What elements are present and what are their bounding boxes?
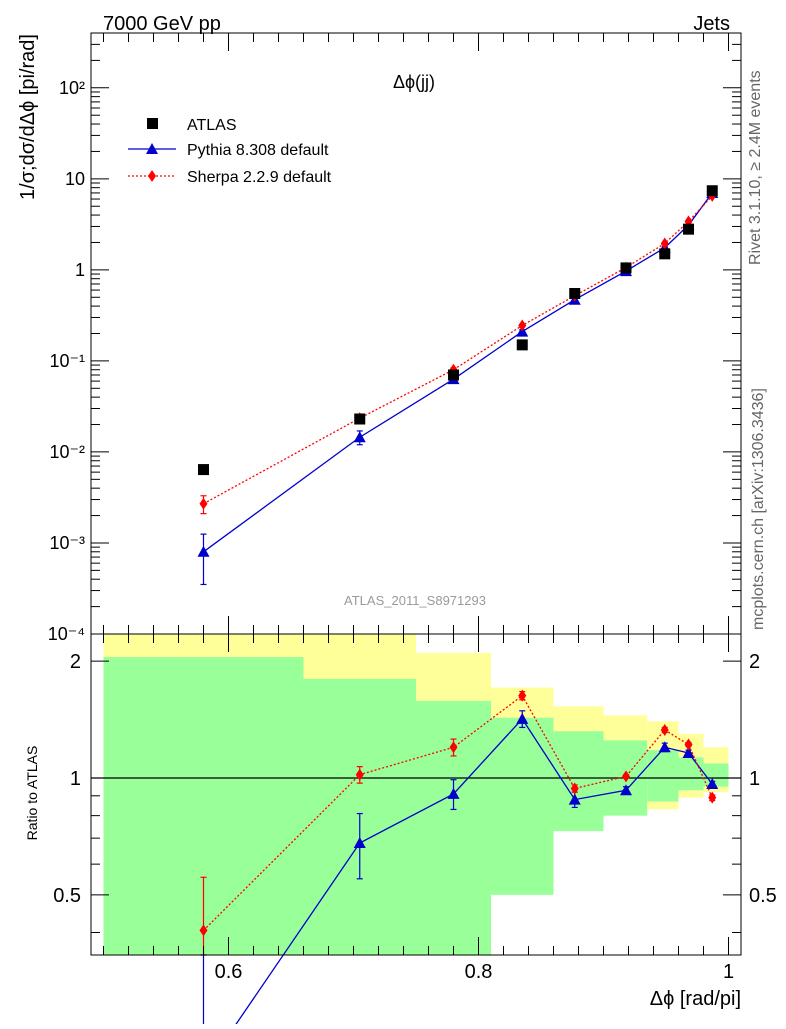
sherpa-point bbox=[518, 319, 527, 332]
ratio-sherpa-point bbox=[684, 738, 693, 751]
atlas-point bbox=[569, 288, 581, 300]
main-y-tick-label: 10² bbox=[59, 78, 85, 98]
ratio-pythia-point bbox=[620, 784, 632, 796]
ratio-y-tick-label-right: 1 bbox=[749, 768, 760, 790]
ratio-bands bbox=[103, 634, 729, 955]
ratio-pythia-point bbox=[516, 712, 529, 724]
ratio-y-tick-label-left: 2 bbox=[70, 651, 81, 673]
main-series bbox=[197, 185, 719, 586]
ratio-band-inner bbox=[491, 717, 554, 895]
ratio-panel-frame bbox=[90, 633, 742, 956]
x-ticks: 0.6 0.8 1 bbox=[103, 33, 734, 983]
main-y-tick-label: 10 bbox=[65, 169, 85, 189]
ratio-y-axis-label: Ratio to ATLAS bbox=[24, 746, 40, 841]
main-y-axis-label: 1/σ;dσ/dΔϕ [pi/rad] bbox=[17, 34, 39, 200]
ratio-pythia-point bbox=[353, 837, 366, 849]
ratio-sherpa-point bbox=[518, 689, 527, 702]
sherpa-point bbox=[660, 237, 669, 250]
atlas-point bbox=[448, 369, 459, 381]
main-panel: 10⁻⁴ 10⁻³ 10⁻² 10⁻¹ 1 10 10² Δϕ(jj) 1/σ;dσ/dΔϕ… bbox=[17, 32, 742, 644]
main-y-tick-label: 10⁻⁴ bbox=[48, 624, 85, 644]
atlas-point bbox=[516, 339, 528, 351]
header-right: Jets bbox=[693, 13, 730, 35]
atlas-point bbox=[354, 413, 366, 425]
ratio-y-ticks: 0.5 0.5 1 1 2 2 bbox=[53, 651, 777, 933]
x-tick-label: 0.6 bbox=[215, 961, 243, 983]
ratio-band-inner bbox=[553, 731, 604, 832]
ratio-y-tick-label-left: 0.5 bbox=[53, 885, 81, 907]
ratio-pythia-point bbox=[658, 741, 671, 753]
ratio-pythia-point bbox=[682, 747, 695, 759]
ratio-y-tick-label-left: 1 bbox=[70, 768, 81, 790]
main-y-ticks: 10⁻⁴ 10⁻³ 10⁻² 10⁻¹ 1 10 10² bbox=[48, 32, 741, 644]
atlas-point bbox=[659, 248, 671, 260]
main-title: Δϕ(jj) bbox=[393, 72, 435, 92]
ratio-sherpa-line bbox=[203, 694, 713, 931]
atlas-point bbox=[198, 464, 209, 476]
ratio-sherpa-point bbox=[570, 782, 579, 795]
side-text-rivet: Rivet 3.1.10, ≥ 2.4M events bbox=[747, 70, 764, 265]
ratio-sherpa-point bbox=[449, 741, 458, 754]
side-text-mcplots: mcplots.cern.ch [arXiv:1306.3436] bbox=[750, 388, 767, 630]
ratio-band-inner bbox=[703, 763, 729, 787]
main-y-tick-label: 10⁻¹ bbox=[49, 351, 85, 371]
watermark: ATLAS_2011_S8971293 bbox=[344, 593, 486, 608]
main-y-tick-label: 10⁻² bbox=[49, 442, 85, 462]
x-axis-label: Δϕ [rad/pi] bbox=[650, 988, 741, 1010]
ratio-pythia-point bbox=[568, 793, 581, 805]
atlas-point bbox=[683, 223, 694, 235]
ratio-sherpa-point bbox=[355, 768, 364, 781]
atlas-point bbox=[620, 262, 632, 274]
pythia-point bbox=[197, 545, 210, 557]
ratio-sherpa-point bbox=[708, 791, 717, 804]
ratio-sherpa-point bbox=[199, 924, 208, 937]
sherpa-point bbox=[199, 497, 208, 510]
x-tick-label: 0.8 bbox=[465, 961, 493, 983]
legend-label-pythia: Pythia 8.308 default bbox=[187, 142, 329, 159]
legend-marker-pythia bbox=[146, 143, 158, 154]
ratio-band-inner bbox=[647, 750, 679, 802]
header-left: 7000 GeV pp bbox=[103, 13, 221, 35]
main-y-tick-label: 1 bbox=[75, 260, 85, 280]
legend-label-sherpa: Sherpa 2.2.9 default bbox=[187, 169, 332, 186]
legend: ATLAS Pythia 8.308 default Sherpa 2.2.9 … bbox=[128, 117, 332, 186]
ratio-band-inner bbox=[678, 757, 704, 791]
ratio-y-tick-label-right: 0.5 bbox=[749, 885, 777, 907]
ratio-panel: 0.5 0.5 1 1 2 2 0.6 0.8 1 Ratio to ATLAS Δϕ [ra… bbox=[24, 33, 777, 1029]
ratio-series bbox=[199, 689, 719, 1029]
ratio-pythia-point bbox=[706, 778, 719, 790]
main-y-tick-label: 10⁻³ bbox=[49, 533, 85, 553]
legend-marker-atlas bbox=[147, 118, 158, 129]
legend-marker-sherpa bbox=[148, 170, 156, 182]
ratio-y-tick-label-right: 2 bbox=[749, 651, 760, 673]
sherpa-line bbox=[203, 195, 713, 505]
ratio-sherpa-point bbox=[622, 770, 630, 783]
x-tick-label: 1 bbox=[723, 961, 734, 983]
legend-label-atlas: ATLAS bbox=[187, 117, 237, 134]
ratio-pythia-point bbox=[447, 787, 460, 799]
pythia-point bbox=[353, 431, 366, 443]
ratio-sherpa-point bbox=[660, 723, 669, 736]
atlas-point bbox=[706, 185, 718, 197]
